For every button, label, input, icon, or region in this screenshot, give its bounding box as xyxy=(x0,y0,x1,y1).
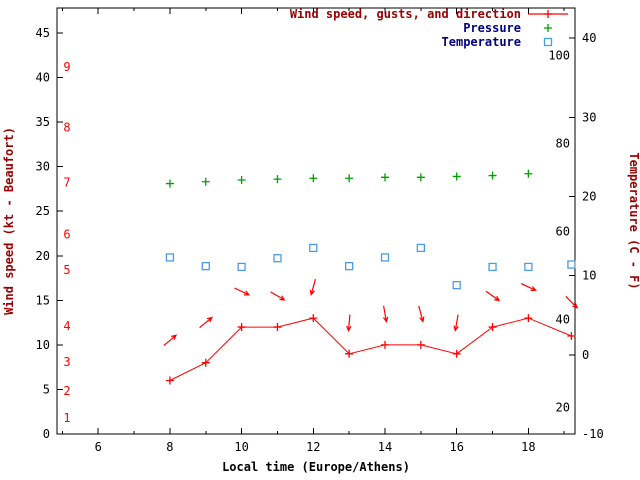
beaufort-tick-label: 6 xyxy=(63,227,70,241)
temperature-point xyxy=(416,243,426,253)
kt-tick-label: 30 xyxy=(36,160,50,174)
legend-label: Wind speed, gusts, and direction xyxy=(290,7,521,21)
legend-label: Temperature xyxy=(442,35,521,49)
legend-pressure-marker xyxy=(544,24,552,32)
wind-direction-arrow xyxy=(199,316,213,329)
kt-tick-label: 0 xyxy=(43,427,50,441)
wind-speed-point xyxy=(452,349,461,358)
beaufort-tick-label: 9 xyxy=(63,60,70,74)
pressure-point xyxy=(345,174,354,183)
pressure-point xyxy=(452,172,461,181)
legend-wind-marker xyxy=(544,10,552,18)
c-tick-label: 10 xyxy=(582,269,596,283)
wind-speed-point xyxy=(273,323,282,332)
c-tick-label: 20 xyxy=(582,189,596,203)
beaufort-tick-label: 4 xyxy=(63,319,70,333)
pressure-point xyxy=(416,173,425,182)
f-tick-label: 40 xyxy=(556,313,570,327)
kt-tick-label: 20 xyxy=(36,249,50,263)
x-tick-label: 16 xyxy=(449,440,463,454)
wind-speed-point xyxy=(524,314,533,323)
temperature-point xyxy=(452,280,461,290)
wind-speed-point xyxy=(416,340,425,349)
temperature-point xyxy=(345,261,354,271)
beaufort-tick-label: 7 xyxy=(63,176,70,190)
x-axis-label: Local time (Europe/Athens) xyxy=(222,460,410,474)
temperature-point xyxy=(380,253,390,262)
kt-tick-label: 40 xyxy=(36,71,50,85)
kt-tick-label: 5 xyxy=(43,382,50,396)
pressure-point xyxy=(524,169,533,178)
pressure-point xyxy=(273,175,282,184)
x-tick-label: 10 xyxy=(234,440,248,454)
c-tick-label: 30 xyxy=(582,110,596,124)
legend-label: Pressure xyxy=(463,21,521,35)
wind-speed-line xyxy=(169,317,572,381)
wind-speed-point xyxy=(201,358,210,367)
c-tick-label: 40 xyxy=(582,31,596,45)
beaufort-tick-label: 8 xyxy=(63,120,70,134)
kt-tick-label: 35 xyxy=(36,115,50,129)
pressure-point xyxy=(488,171,497,180)
f-tick-label: 80 xyxy=(556,137,570,151)
pressure-point xyxy=(201,177,210,186)
wind-direction-arrow xyxy=(485,290,501,302)
temperature-point xyxy=(524,262,533,272)
wind-direction-arrow xyxy=(383,305,389,323)
f-tick-label: 60 xyxy=(556,225,570,239)
temperature-point xyxy=(201,261,210,271)
temperature-point xyxy=(567,260,576,269)
wind-speed-point xyxy=(567,331,576,340)
plot-border xyxy=(56,7,576,435)
wind-direction-arrow xyxy=(309,279,316,297)
temperature-point xyxy=(237,262,246,272)
temperature-point xyxy=(488,262,497,272)
pressure-point xyxy=(381,173,390,182)
x-tick-label: 8 xyxy=(166,440,173,454)
wind-direction-arrow xyxy=(346,314,352,332)
wind-direction-arrow xyxy=(565,295,579,309)
legend-temperature-marker xyxy=(543,37,553,47)
beaufort-tick-label: 5 xyxy=(63,263,70,277)
temperature-point xyxy=(309,243,318,253)
kt-tick-label: 25 xyxy=(36,204,50,218)
wind-speed-point xyxy=(488,323,497,332)
beaufort-tick-label: 3 xyxy=(63,355,70,369)
wind-direction-arrow xyxy=(163,334,178,347)
kt-tick-label: 15 xyxy=(36,293,50,307)
wind-speed-point xyxy=(381,340,390,349)
wind-speed-point xyxy=(309,314,318,323)
wind-speed-point xyxy=(165,376,174,385)
pressure-point xyxy=(165,179,174,188)
wind-speed-point xyxy=(237,323,246,332)
y-right-axis-label: Temperature (C - F) xyxy=(627,152,640,289)
pressure-point xyxy=(237,176,246,185)
f-tick-label: 100 xyxy=(548,49,570,63)
y-left-axis-label: Wind speed (kt - Beaufort) xyxy=(2,127,16,315)
wind-direction-arrow xyxy=(520,283,537,291)
x-tick-label: 12 xyxy=(306,440,320,454)
x-tick-label: 18 xyxy=(521,440,535,454)
wind-direction-arrow xyxy=(270,291,286,301)
x-tick-label: 14 xyxy=(378,440,392,454)
temperature-point xyxy=(165,253,175,262)
beaufort-tick-label: 2 xyxy=(63,384,70,398)
temperature-point xyxy=(273,254,282,263)
x-tick-label: 6 xyxy=(95,440,102,454)
c-tick-label: -10 xyxy=(582,427,604,441)
beaufort-tick-label: 1 xyxy=(63,411,70,425)
pressure-point xyxy=(309,174,318,183)
c-tick-label: 0 xyxy=(582,348,589,362)
kt-tick-label: 10 xyxy=(36,338,50,352)
wind-speed-point xyxy=(345,349,354,358)
wind-direction-arrow xyxy=(234,287,251,296)
wind-direction-arrow xyxy=(453,314,459,332)
wind-direction-arrow xyxy=(418,305,425,323)
kt-tick-label: 45 xyxy=(36,26,50,40)
f-tick-label: 20 xyxy=(556,401,570,415)
